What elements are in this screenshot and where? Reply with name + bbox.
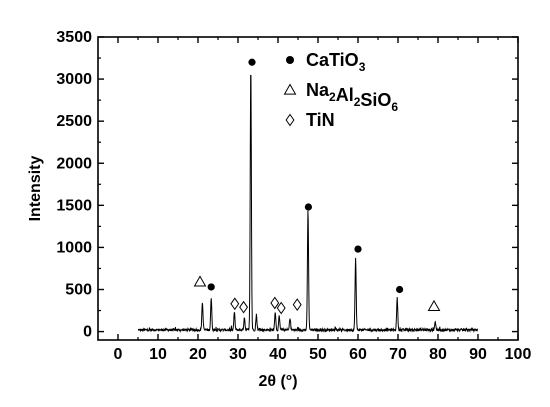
tin-peak-marker (230, 297, 240, 311)
y-tick-label: 1000 (56, 239, 92, 256)
x-tick-label: 80 (429, 346, 447, 363)
x-tick-label: 50 (309, 346, 327, 363)
tin-peak-marker (239, 300, 249, 314)
tin-peak-marker (292, 298, 302, 312)
plot-frame (97, 36, 519, 341)
catio3-peak-marker (248, 58, 256, 66)
catio3-peak-marker (207, 283, 215, 291)
x-tick-label: 40 (269, 346, 287, 363)
legend-text-part: Na (306, 80, 330, 100)
y-tick-label: 2000 (56, 155, 92, 172)
catio3-peak-marker (304, 203, 312, 211)
catio3-peak-marker (396, 285, 404, 294)
legend-subscript: 2 (329, 90, 336, 104)
catio3-peak-marker (354, 245, 362, 253)
y-tick-label: 0 (83, 324, 92, 341)
legend-text-part: CaTiO (306, 50, 359, 70)
na2al2sio6-peak-marker (427, 299, 441, 311)
y-tick-label: 3000 (56, 71, 92, 88)
legend-marker (285, 113, 295, 127)
legend-text-part: SiO (360, 90, 391, 110)
xrd-pattern-line (137, 74, 479, 334)
x-tick-label: 20 (189, 346, 207, 363)
x-axis: 0 10 20 30 40 50 60 70 80 90 100 (114, 37, 532, 363)
y-tick-label: 3500 (56, 29, 92, 46)
x-tick-label: 90 (469, 346, 487, 363)
legend-text-part: Al (336, 85, 354, 105)
x-axis-title: 2θ (°) (258, 373, 297, 390)
plot-border (97, 36, 519, 341)
x-tick-label: 0 (114, 346, 123, 363)
tin-peak-marker (276, 301, 286, 315)
legend-catio3: CaTiO3 (306, 50, 366, 74)
y-tick-label: 2500 (56, 113, 92, 130)
y-tick-label: 500 (65, 282, 92, 299)
phase-markers (193, 58, 441, 315)
legend-na2al2sio6: Na2Al2SiO6 (306, 80, 398, 114)
legend-subscript: 2 (354, 95, 361, 109)
legend-text-part: TiN (306, 110, 335, 130)
na2al2sio6-peak-marker (193, 275, 207, 287)
legend-marker (283, 83, 297, 95)
tin-peak-marker (270, 296, 280, 310)
legend-subscript: 6 (391, 100, 398, 114)
legend-tin: TiN (306, 110, 335, 130)
y-tick-label: 1500 (56, 197, 92, 214)
y-axis: 0 500 1000 1500 2000 2500 3000 3500 (56, 29, 518, 341)
y-axis-title: Intensity (27, 156, 44, 222)
x-tick-label: 30 (229, 346, 247, 363)
x-tick-label: 10 (149, 346, 167, 363)
x-tick-label: 100 (505, 346, 532, 363)
legend-subscript: 3 (359, 60, 366, 74)
x-tick-label: 60 (349, 346, 367, 363)
x-tick-label: 70 (389, 346, 407, 363)
xrd-pattern-series (137, 74, 479, 334)
legend-marker (286, 56, 294, 64)
